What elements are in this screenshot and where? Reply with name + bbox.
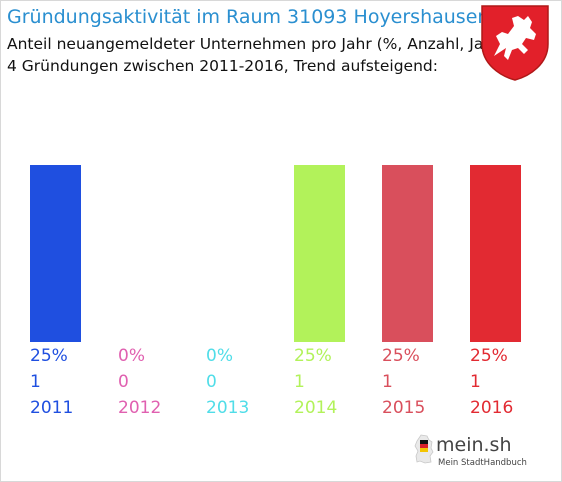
percent-label-2013: 0% [206, 346, 233, 366]
percent-label-2015: 25% [382, 346, 420, 366]
year-label-2016: 2016 [470, 398, 514, 418]
count-label-2012: 0 [118, 372, 129, 392]
chart-title: Gründungsaktivität im Raum 31093 Hoyersh… [7, 6, 490, 28]
count-label-2011: 1 [30, 372, 41, 392]
bar-2016 [470, 165, 521, 342]
count-label-2013: 0 [206, 372, 217, 392]
year-label-2012: 2012 [118, 398, 162, 418]
percent-label-2014: 25% [294, 346, 332, 366]
count-label-2014: 1 [294, 372, 305, 392]
percent-label-2011: 25% [30, 346, 68, 366]
bar-2014 [294, 165, 345, 342]
year-label-2015: 2015 [382, 398, 426, 418]
percent-label-2016: 25% [470, 346, 508, 366]
logo-text: mein.sh [436, 434, 512, 456]
count-label-2016: 1 [470, 372, 481, 392]
bar-2011 [30, 165, 81, 342]
chart-summary: 4 Gründungen zwischen 2011-2016, Trend a… [7, 57, 438, 75]
percent-label-2012: 0% [118, 346, 145, 366]
germany-map-icon [414, 434, 434, 464]
horse-crest-icon [481, 5, 549, 81]
bar-2015 [382, 165, 433, 342]
count-label-2015: 1 [382, 372, 393, 392]
logo-subtext: Mein StadtHandbuch [438, 458, 527, 468]
year-label-2014: 2014 [294, 398, 338, 418]
year-label-2013: 2013 [206, 398, 250, 418]
year-label-2011: 2011 [30, 398, 74, 418]
chart-subtitle: Anteil neuangemeldeter Unternehmen pro J… [7, 35, 506, 53]
mein-sh-logo: mein.sh Mein StadtHandbuch [414, 432, 527, 472]
